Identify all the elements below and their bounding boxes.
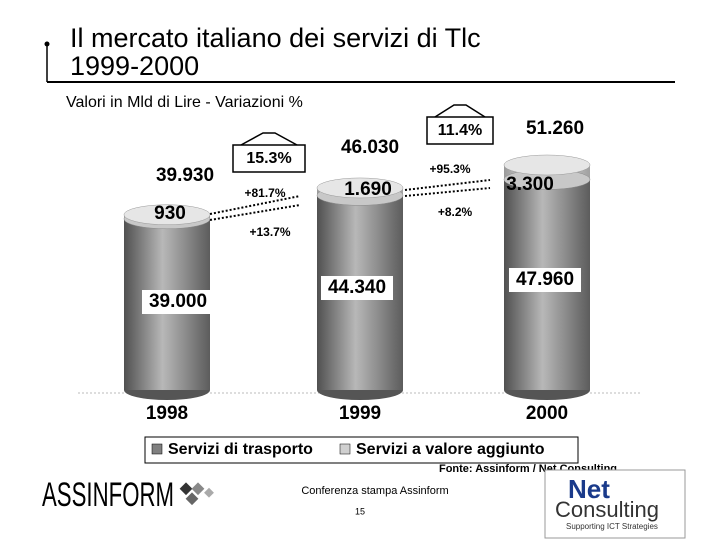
legend-box (144, 436, 579, 464)
value-label: 930 (154, 203, 186, 224)
transport-growth: +13.7% (249, 225, 290, 239)
cylinder-top (503, 154, 591, 176)
vas-growth: +81.7% (244, 186, 285, 200)
logo-right-frame (544, 469, 686, 539)
cylinder-top (123, 204, 211, 225)
event: Conferenza stampa Assinform (301, 485, 448, 497)
page-number: 15 (355, 506, 365, 516)
cylinder-top (316, 177, 404, 199)
legend-label: Servizi a valore aggiunto (356, 441, 545, 458)
growth-label: 11.4% (438, 122, 482, 139)
x-tick-label: 2000 (526, 403, 568, 424)
value-label: 47.960 (516, 269, 574, 290)
growth-box (232, 144, 306, 173)
logo-right: Net (568, 474, 610, 504)
growth-box (426, 116, 494, 145)
legend-swatch (339, 443, 351, 455)
value-label-bg (509, 268, 581, 292)
logo-right: Consulting (555, 497, 659, 522)
title-line2: 1999-2000 (70, 51, 199, 81)
value-label-bg (321, 276, 393, 300)
value-label: 3.300 (506, 174, 554, 195)
logo-right: Supporting ICT Strategies (566, 522, 658, 531)
subtitle: Valori in Mld di Lire - Variazioni % (66, 94, 303, 111)
x-tick-label: 1999 (339, 403, 381, 424)
logo-left: ASSINFORM (42, 476, 174, 514)
legend-swatch (151, 443, 163, 455)
value-label-bg (142, 290, 214, 314)
logo-dots (179, 482, 214, 506)
connector (209, 195, 301, 215)
total-label: 46.030 (341, 137, 399, 158)
value-label: 44.340 (328, 277, 386, 298)
legend-label: Servizi di trasporto (168, 441, 313, 458)
growth-label: 15.3% (246, 150, 291, 167)
value-label: 1.690 (344, 179, 392, 200)
growth-bracket (240, 132, 298, 146)
value-label: 39.000 (149, 291, 207, 312)
vas-growth: +95.3% (429, 162, 470, 176)
x-tick-label: 1998 (146, 403, 188, 424)
title: Il mercato italiano dei servizi di Tlc (70, 23, 481, 53)
total-label: 39.930 (156, 165, 214, 186)
transport-growth: +8.2% (438, 205, 473, 219)
total-label: 51.260 (526, 118, 584, 139)
bullet (44, 41, 50, 47)
connector (209, 204, 301, 221)
growth-bracket (434, 104, 486, 118)
